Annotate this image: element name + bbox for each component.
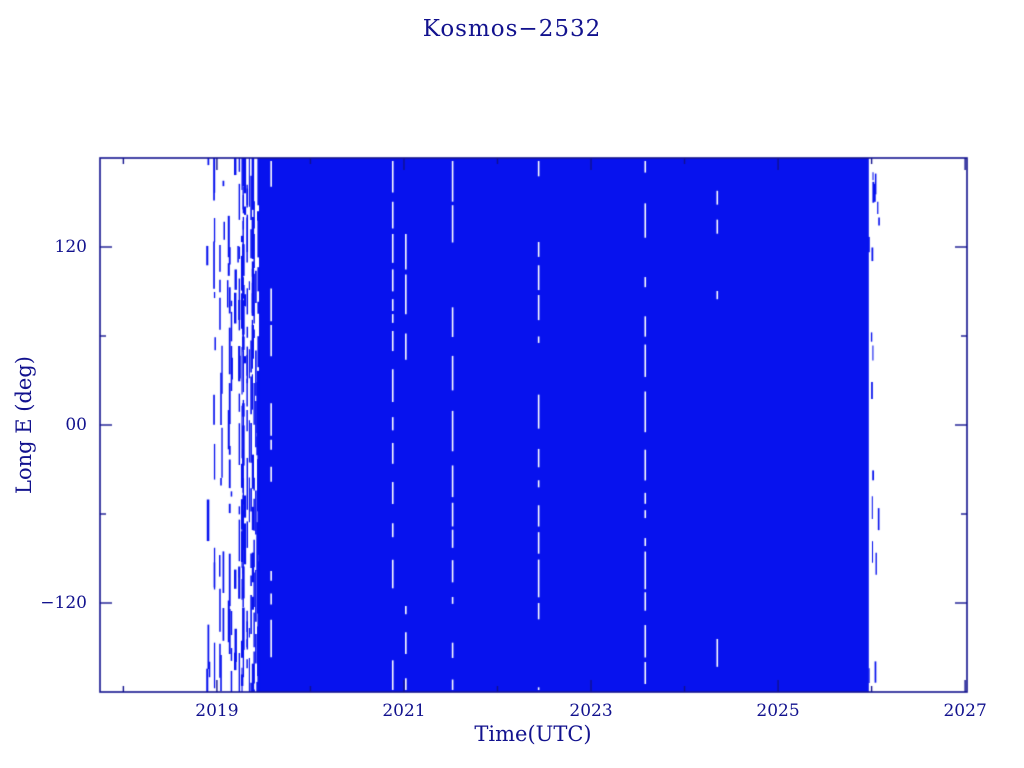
y-axis-label: Long E (deg)	[12, 356, 36, 494]
x-axis-label: Time(UTC)	[474, 722, 592, 746]
chart-title: Kosmos−2532	[422, 16, 602, 42]
